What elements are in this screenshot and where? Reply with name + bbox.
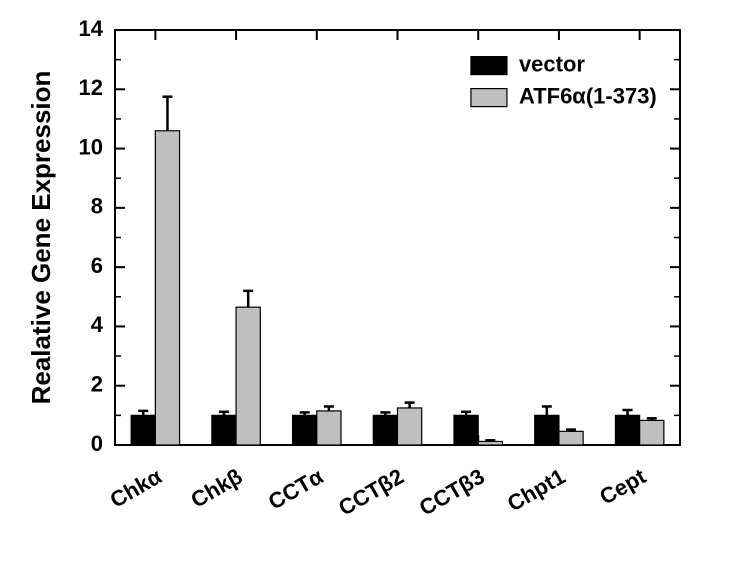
svg-text:Realative Gene Expression: Realative Gene Expression <box>26 71 56 405</box>
svg-text:10: 10 <box>79 134 103 159</box>
chart-container: 02468101214Realative Gene ExpressionChkα… <box>0 0 732 562</box>
svg-text:14: 14 <box>79 16 104 41</box>
svg-text:8: 8 <box>91 194 103 219</box>
svg-text:4: 4 <box>91 312 104 337</box>
svg-text:0: 0 <box>91 431 103 456</box>
svg-text:12: 12 <box>79 75 103 100</box>
svg-text:ATF6α(1-373): ATF6α(1-373) <box>519 83 657 108</box>
svg-text:vector: vector <box>519 51 585 76</box>
bar-chart: 02468101214Realative Gene ExpressionChkα… <box>0 0 732 562</box>
svg-text:6: 6 <box>91 253 103 278</box>
svg-text:2: 2 <box>91 372 103 397</box>
